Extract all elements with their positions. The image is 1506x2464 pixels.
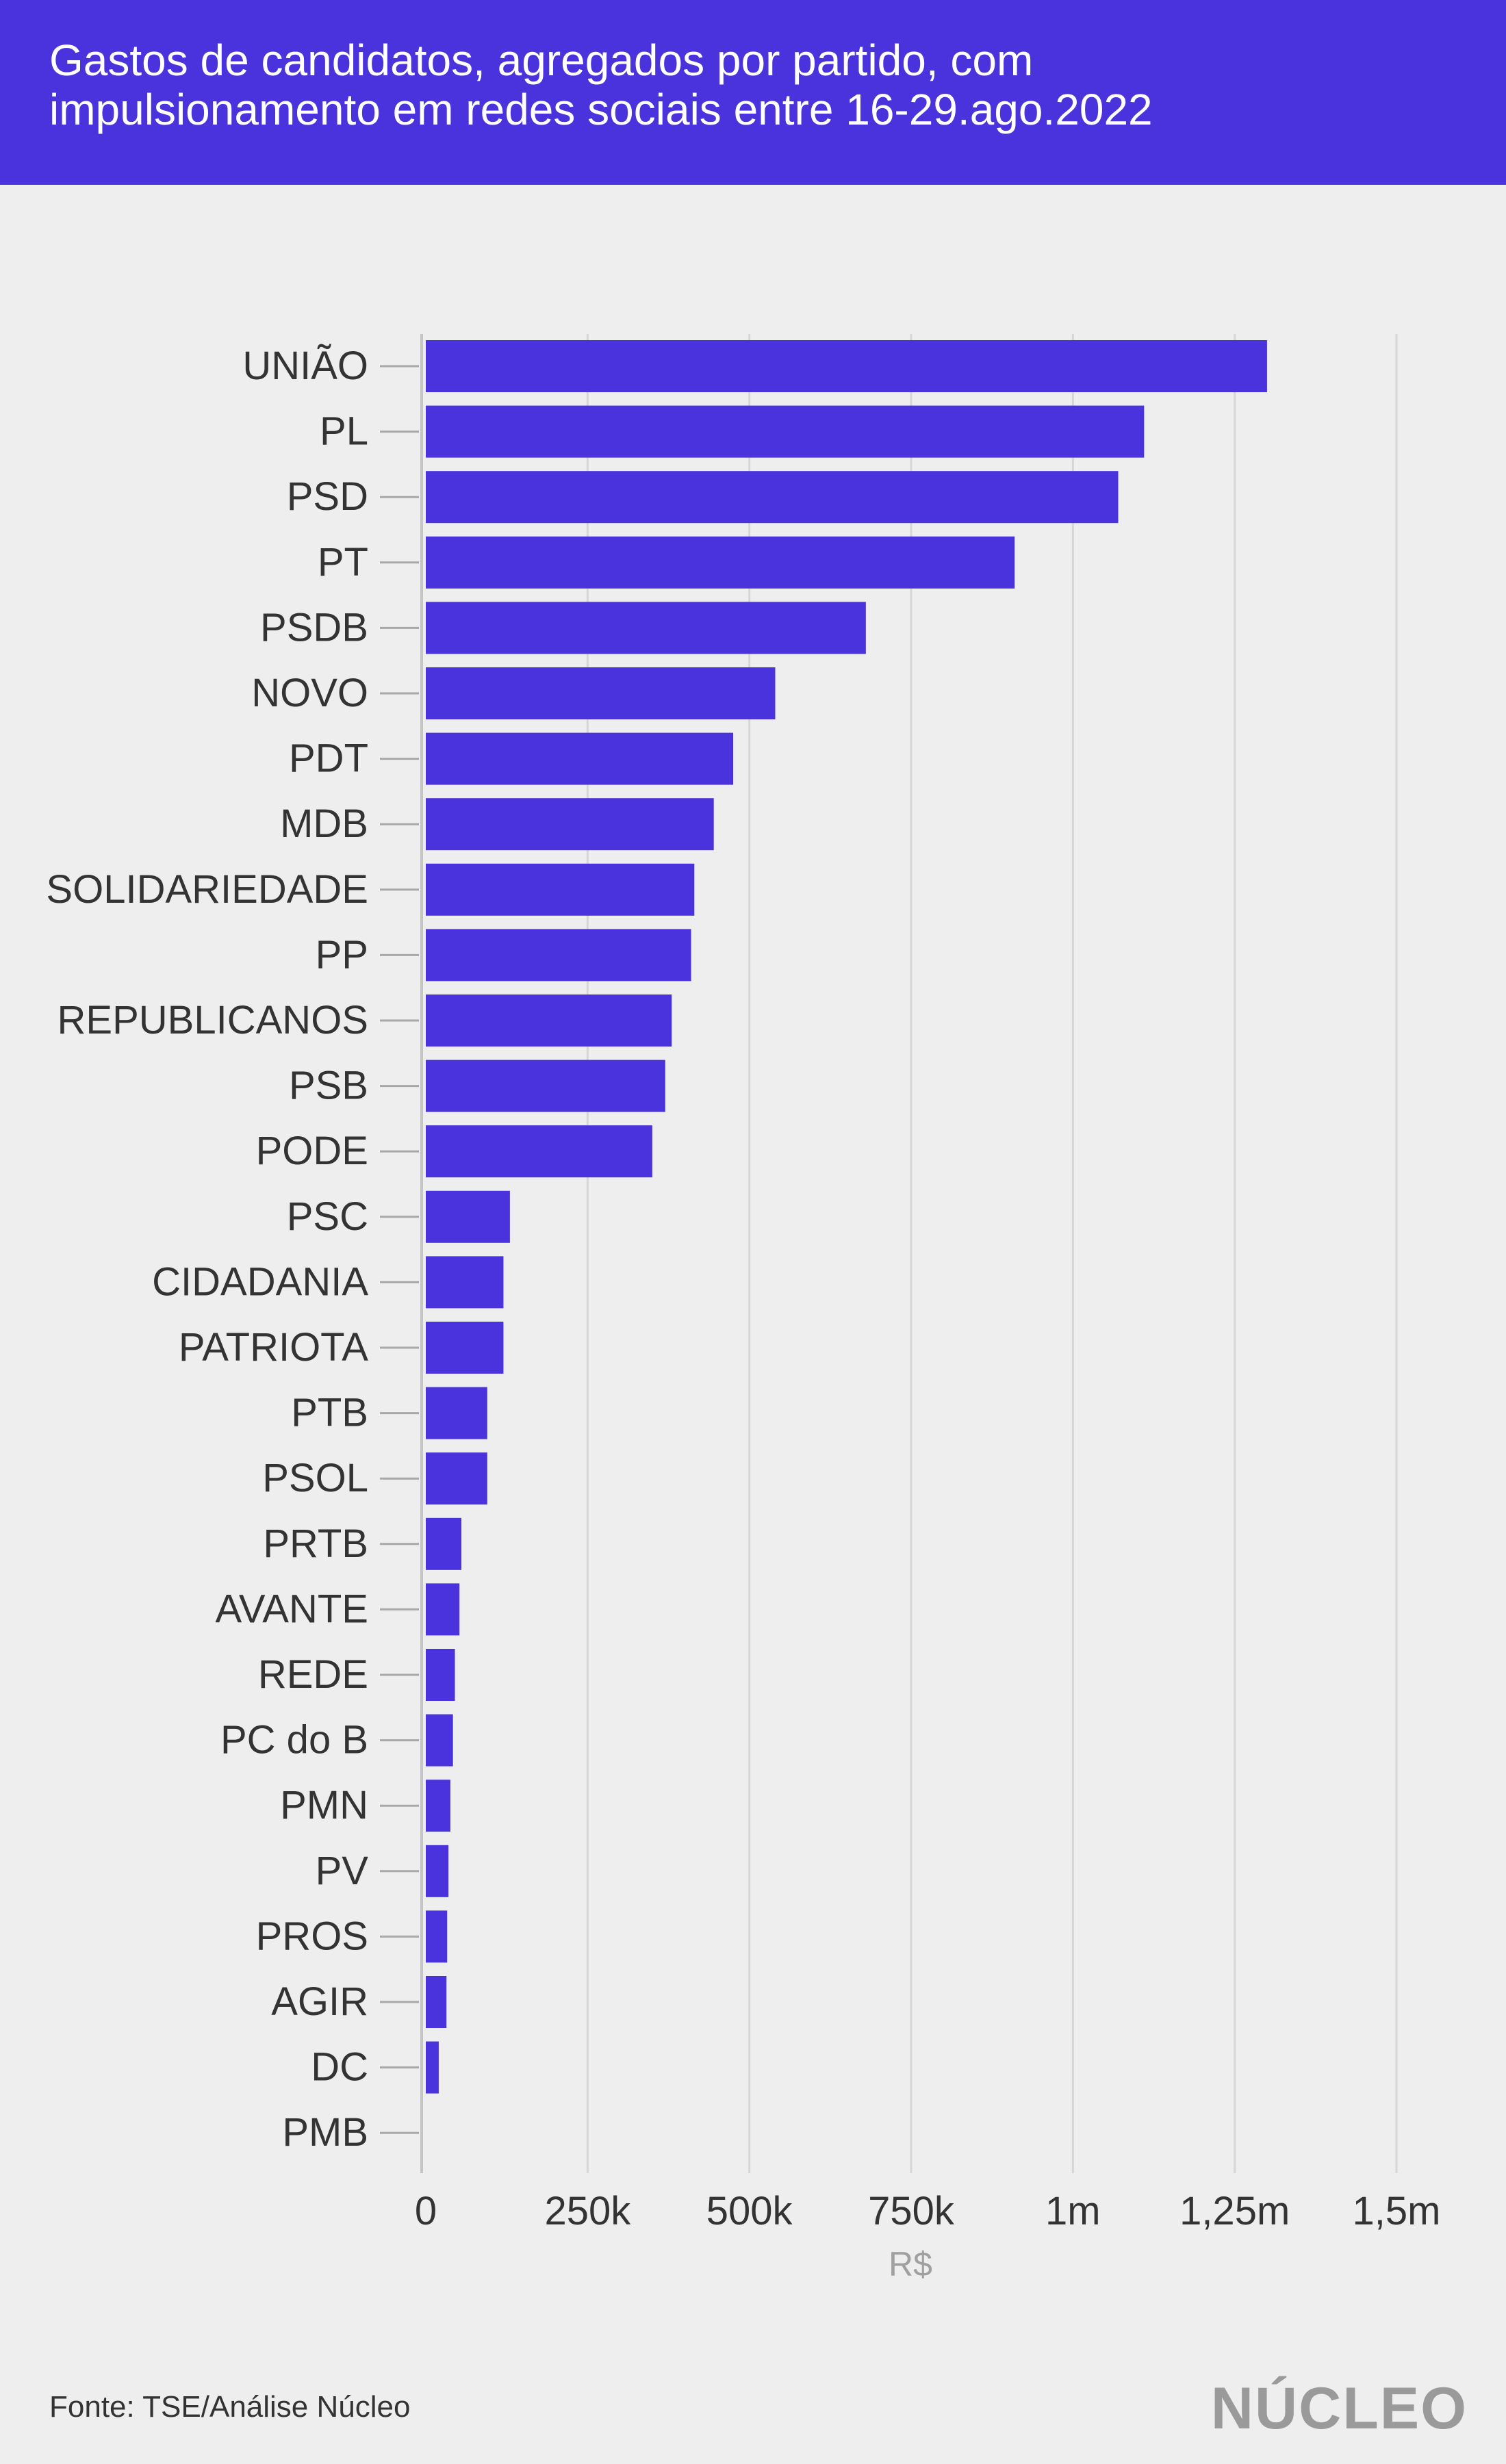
category-label: REPUBLICANOS (58, 998, 368, 1042)
category-label: UNIÃO (242, 344, 368, 388)
bar-pc-do-b (426, 1714, 453, 1767)
bar-patriota (426, 1322, 504, 1374)
chart-title: Gastos de candidatos, agregados por part… (49, 36, 1459, 134)
bar-pode (426, 1125, 652, 1178)
bar-psc (426, 1190, 510, 1243)
x-tick-label: 250k (544, 2189, 631, 2233)
x-tick-label: 1m (1045, 2189, 1101, 2233)
category-label: PROS (256, 1914, 368, 1958)
chart-title-line-2: impulsionamento em redes sociais entre 1… (49, 85, 1153, 134)
category-label: PATRIOTA (179, 1325, 368, 1370)
category-label: CIDADANIA (152, 1259, 368, 1304)
category-label: PSC (287, 1194, 368, 1239)
x-tick-label: 750k (868, 2189, 955, 2233)
bar-avante (426, 1583, 460, 1636)
bar-dc (426, 2041, 439, 2094)
category-labels: UNIÃO PL PSD PT PSDB NOVO PDT MDB SOLIDARIEDADE P… (46, 344, 419, 2155)
bar-psb (426, 1060, 665, 1112)
category-label: PSDB (260, 605, 368, 650)
category-label: PC do B (220, 1718, 368, 1762)
category-label: MDB (280, 801, 368, 846)
category-label: PP (316, 932, 368, 977)
x-tick-label: 0 (415, 2189, 437, 2233)
category-label: PSOL (262, 1456, 368, 1500)
bar-ptb (426, 1387, 487, 1439)
bar-pdt (426, 732, 734, 785)
category-label: PMN (280, 1783, 368, 1827)
category-label: PDT (289, 736, 368, 781)
x-tick-label: 500k (706, 2189, 793, 2233)
category-label: PTB (291, 1391, 368, 1435)
x-axis: 0 250k 500k 750k 1m 1,25m 1,5m R$ (415, 2189, 1441, 2283)
x-tick-label: 1,25m (1179, 2189, 1290, 2233)
x-tick-label: 1,5m (1353, 2189, 1441, 2233)
bar-união (426, 340, 1267, 392)
category-label: PT (318, 540, 368, 585)
category-label: PSB (289, 1064, 368, 1108)
category-label: AGIR (271, 1979, 368, 2024)
bar-pv (426, 1845, 449, 1897)
bar-republicanos (426, 994, 672, 1047)
bar-cidadania (426, 1256, 504, 1309)
x-axis-label: R$ (889, 2245, 932, 2283)
bar-solidariedade (426, 863, 695, 916)
bar-psdb (426, 602, 866, 654)
category-label: PSD (287, 474, 368, 519)
source-note: Fonte: TSE/Análise Núcleo (49, 2390, 411, 2424)
category-label: SOLIDARIEDADE (46, 867, 368, 912)
bar-pros (426, 1910, 448, 1963)
category-label: REDE (258, 1652, 368, 1697)
bar-novo (426, 667, 776, 719)
category-label: PL (320, 409, 368, 454)
bar-rede (426, 1649, 455, 1701)
bars (426, 340, 1267, 2094)
bar-pt (426, 536, 1015, 589)
bar-prtb (426, 1517, 461, 1570)
category-label: PODE (256, 1129, 368, 1173)
bar-psol (426, 1452, 487, 1505)
category-label: NOVO (251, 671, 368, 715)
bar-pl (426, 405, 1145, 458)
bar-agir (426, 1976, 447, 2028)
bar-pmn (426, 1780, 450, 1832)
chart-title-line-1: Gastos de candidatos, agregados por part… (49, 36, 1034, 85)
category-label: PMB (282, 2110, 368, 2155)
category-label: PV (316, 1849, 369, 1893)
nucleo-logo: NÚCLEO (1210, 2376, 1468, 2441)
category-label: PRTB (263, 1522, 368, 1566)
bar-mdb (426, 798, 714, 851)
header-banner: Gastos de candidatos, agregados por part… (0, 0, 1506, 185)
category-label: DC (311, 2045, 368, 2090)
category-label: AVANTE (216, 1587, 368, 1631)
bar-psd (426, 471, 1119, 524)
bar-pp (426, 929, 691, 981)
